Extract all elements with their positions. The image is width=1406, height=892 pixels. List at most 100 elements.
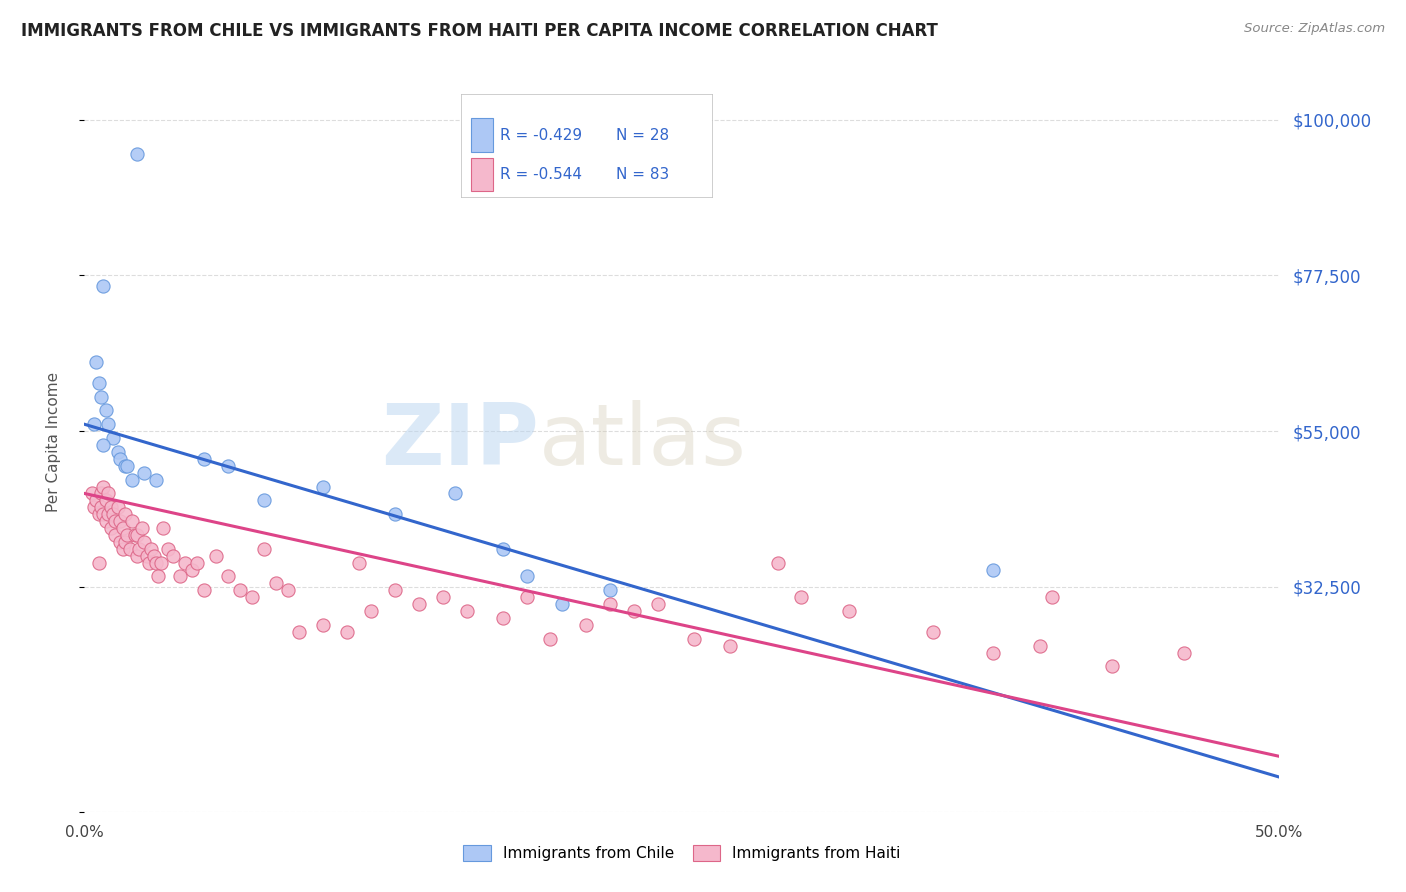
Point <box>492 611 515 625</box>
Point <box>766 556 789 570</box>
Point <box>193 451 215 466</box>
Point <box>132 534 156 549</box>
Point <box>110 534 132 549</box>
Point <box>492 541 515 556</box>
Point <box>312 479 335 493</box>
Point <box>408 597 430 611</box>
Point <box>94 403 117 417</box>
Point <box>114 458 136 473</box>
Point <box>1029 639 1052 653</box>
Point <box>1101 659 1123 673</box>
Point <box>117 528 139 542</box>
Point <box>922 624 945 639</box>
Point <box>432 591 454 605</box>
Point <box>100 500 122 515</box>
Point <box>540 632 562 646</box>
Point <box>145 556 167 570</box>
Point <box>647 597 669 611</box>
Point <box>253 541 276 556</box>
Point <box>173 556 195 570</box>
Point <box>83 417 105 432</box>
Point <box>117 458 139 473</box>
Point <box>148 569 170 583</box>
Point <box>135 549 157 563</box>
Point <box>456 604 478 618</box>
Point <box>90 500 112 515</box>
Point <box>384 583 406 598</box>
Point <box>205 549 228 563</box>
Point <box>121 514 143 528</box>
Point <box>93 278 115 293</box>
Point <box>118 541 141 556</box>
Point <box>142 549 165 563</box>
Point <box>83 500 105 515</box>
Point <box>87 556 110 570</box>
Point <box>193 583 215 598</box>
Point <box>277 583 299 598</box>
Point <box>169 569 191 583</box>
Point <box>240 591 263 605</box>
Point <box>111 521 134 535</box>
Point <box>264 576 287 591</box>
Point <box>101 431 124 445</box>
Point <box>186 556 208 570</box>
Point <box>111 541 134 556</box>
Point <box>93 507 115 521</box>
Point <box>114 534 136 549</box>
Point <box>87 507 110 521</box>
Point <box>145 473 167 487</box>
Point <box>87 376 110 390</box>
Point <box>97 486 120 500</box>
Point <box>1173 646 1195 660</box>
Point <box>121 473 143 487</box>
Point <box>360 604 382 618</box>
Text: ZIP: ZIP <box>381 400 538 483</box>
Point <box>86 355 108 369</box>
Point <box>516 569 538 583</box>
Point <box>124 528 146 542</box>
Point <box>599 597 621 611</box>
Point <box>288 624 311 639</box>
Point <box>152 521 174 535</box>
Point <box>217 458 239 473</box>
Point <box>90 486 112 500</box>
Point <box>107 445 129 459</box>
Point <box>97 507 120 521</box>
Point <box>125 147 148 161</box>
Point <box>981 563 1004 577</box>
Point <box>981 646 1004 660</box>
Point <box>138 556 160 570</box>
Point <box>790 591 813 605</box>
Point <box>101 507 124 521</box>
Point <box>229 583 252 598</box>
Point <box>104 514 127 528</box>
Point <box>93 479 115 493</box>
Point <box>114 507 136 521</box>
Point <box>312 618 335 632</box>
Text: Source: ZipAtlas.com: Source: ZipAtlas.com <box>1244 22 1385 36</box>
Point <box>94 514 117 528</box>
Point <box>575 618 598 632</box>
Text: atlas: atlas <box>538 400 747 483</box>
Y-axis label: Per Capita Income: Per Capita Income <box>46 371 60 512</box>
Point <box>181 563 204 577</box>
Point <box>104 528 127 542</box>
Point <box>80 486 103 500</box>
Point <box>349 556 371 570</box>
Point <box>149 556 172 570</box>
Point <box>107 500 129 515</box>
Point <box>683 632 706 646</box>
Point <box>141 541 163 556</box>
Point <box>253 493 276 508</box>
Point <box>94 493 117 508</box>
Point <box>128 541 150 556</box>
Point <box>516 591 538 605</box>
Point <box>551 597 574 611</box>
Point <box>97 417 120 432</box>
Point <box>838 604 860 618</box>
Point <box>384 507 406 521</box>
Point <box>162 549 184 563</box>
Point <box>217 569 239 583</box>
Text: IMMIGRANTS FROM CHILE VS IMMIGRANTS FROM HAITI PER CAPITA INCOME CORRELATION CHA: IMMIGRANTS FROM CHILE VS IMMIGRANTS FROM… <box>21 22 938 40</box>
Point <box>86 493 108 508</box>
